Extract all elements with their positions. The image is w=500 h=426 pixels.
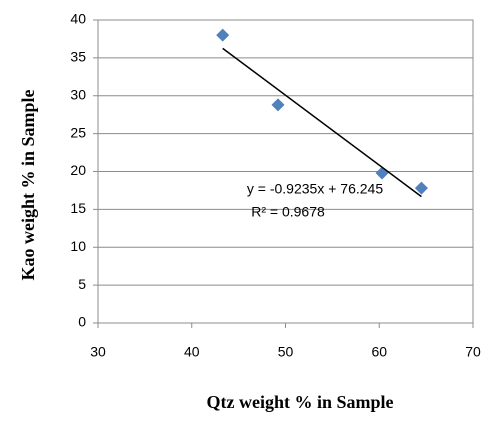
data-point xyxy=(375,166,389,180)
x-tick-label: 30 xyxy=(90,344,106,360)
y-tick-label: 15 xyxy=(70,200,86,216)
x-axis-title: Qtz weight % in Sample xyxy=(207,392,394,412)
data-point xyxy=(271,98,285,112)
y-tick-label: 40 xyxy=(70,11,86,27)
x-tick-label: 60 xyxy=(371,344,387,360)
y-tick-label: 5 xyxy=(78,276,86,292)
y-axis-title: Kao weight % in Sample xyxy=(18,89,38,280)
y-tick-label: 0 xyxy=(78,314,86,330)
data-point xyxy=(216,28,230,42)
y-tick-label: 20 xyxy=(70,162,86,178)
x-tick-label: 40 xyxy=(184,344,200,360)
y-tick-label: 30 xyxy=(70,86,86,102)
y-tick-label: 10 xyxy=(70,238,86,254)
y-tick-label: 35 xyxy=(70,49,86,65)
trendline-r2: R² = 0.9678 xyxy=(251,204,325,220)
plot-border xyxy=(97,19,474,324)
y-tick-label: 25 xyxy=(70,124,86,140)
x-tick-label: 50 xyxy=(278,344,294,360)
x-tick-label: 70 xyxy=(465,344,481,360)
trendline-equation: y = -0.9235x + 76.245 xyxy=(247,181,383,197)
trendline xyxy=(222,47,422,198)
data-point xyxy=(414,181,428,195)
